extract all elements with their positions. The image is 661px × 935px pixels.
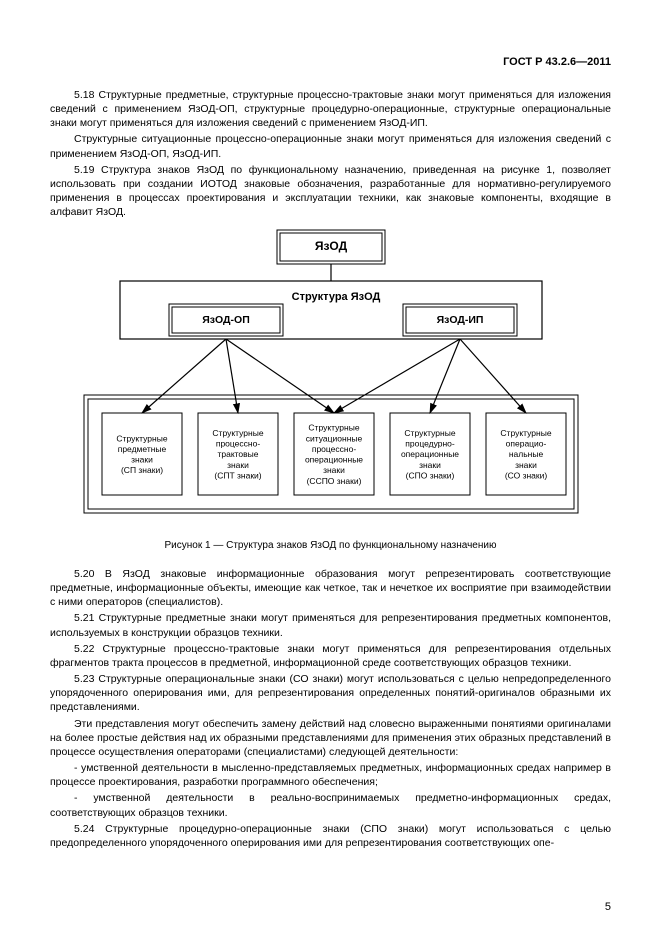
para-518: 5.18 Структурные предметные, структурные…	[50, 88, 611, 131]
para-519: 5.19 Структура знаков ЯзОД по функционал…	[50, 163, 611, 220]
svg-text:Структура ЯзОД: Структура ЯзОД	[291, 291, 380, 303]
page-number: 5	[605, 900, 611, 915]
svg-text:ЯзОД-ИП: ЯзОД-ИП	[436, 314, 483, 326]
svg-text:Структурныеситуационныепроцесс: Структурныеситуационныепроцессно-операци…	[304, 423, 362, 486]
svg-text:Структурныепроцессно-трактовые: Структурныепроцессно-трактовыезнаки(СПТ …	[212, 428, 263, 481]
diagram: ЯзОД Структура ЯзОД ЯзОД-ОП ЯзОД-ИП Структур…	[50, 229, 611, 529]
para-523b: Эти представления могут обеспечить замен…	[50, 717, 611, 760]
para-523c: - умственной деятельности в мысленно-пре…	[50, 761, 611, 789]
para-523: 5.23 Структурные операциональные знаки (…	[50, 672, 611, 715]
doc-id: ГОСТ Р 43.2.6—2011	[50, 55, 611, 70]
para-520: 5.20 В ЯзОД знаковые информационные обра…	[50, 567, 611, 610]
para-522: 5.22 Структурные процессно-трактовые зна…	[50, 642, 611, 670]
svg-text:Структурныепроцедурно-операцио: Структурныепроцедурно-операционныезнаки(…	[400, 428, 458, 481]
para-524: 5.24 Структурные процедурно-операционные…	[50, 822, 611, 850]
para-521: 5.21 Структурные предметные знаки могут …	[50, 611, 611, 639]
para-523d: - умственной деятельности в реально-восп…	[50, 791, 611, 819]
svg-text:ЯзОД-ОП: ЯзОД-ОП	[202, 314, 250, 326]
figure-caption: Рисунок 1 — Структура знаков ЯзОД по фун…	[50, 539, 611, 553]
diagram-svg: ЯзОД Структура ЯзОД ЯзОД-ОП ЯзОД-ИП Структур…	[66, 229, 596, 529]
svg-text:ЯзОД: ЯзОД	[314, 240, 347, 254]
para-518b: Структурные ситуационные процессно-опера…	[50, 132, 611, 160]
page: ГОСТ Р 43.2.6—2011 5.18 Структурные пред…	[0, 0, 661, 935]
